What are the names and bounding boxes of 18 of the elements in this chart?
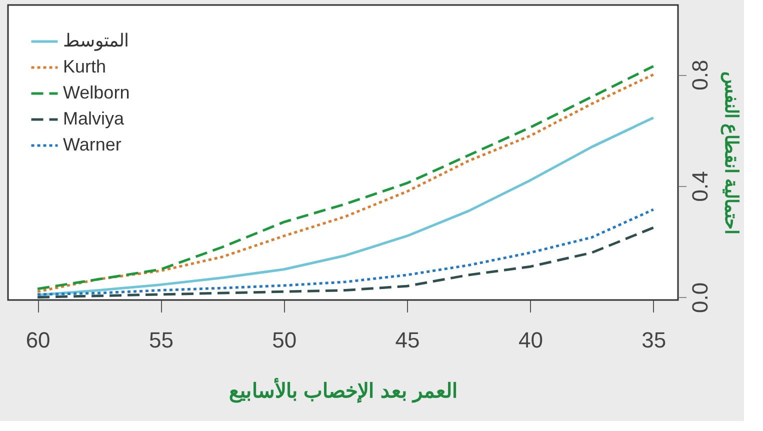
- x-tick-label: 45: [395, 328, 420, 352]
- legend-label: Malviya: [63, 108, 126, 128]
- y-tick-label: 0.0: [688, 282, 712, 314]
- x-tick-label: 35: [642, 328, 666, 352]
- legend-label: المتوسط: [63, 30, 129, 52]
- x-axis-title: العمر بعد الإخصاب بالأسابيع: [229, 378, 458, 404]
- x-tick-label: 55: [148, 328, 174, 352]
- line-series: [36, 226, 655, 298]
- x-tick-label: 60: [26, 328, 50, 352]
- legend-label: Welborn: [63, 82, 130, 102]
- x-tick-label: 40: [518, 328, 543, 352]
- y-axis-title: احتمالية انقطاع النفس: [720, 71, 742, 235]
- line-series: [36, 208, 655, 296]
- x-tick-label: 50: [272, 328, 297, 352]
- legend-label: Kurth: [63, 56, 106, 76]
- y-tick-label: 0.4: [688, 171, 712, 202]
- y-tick-label: 0.8: [688, 60, 712, 90]
- legend-label: Warner: [63, 134, 122, 154]
